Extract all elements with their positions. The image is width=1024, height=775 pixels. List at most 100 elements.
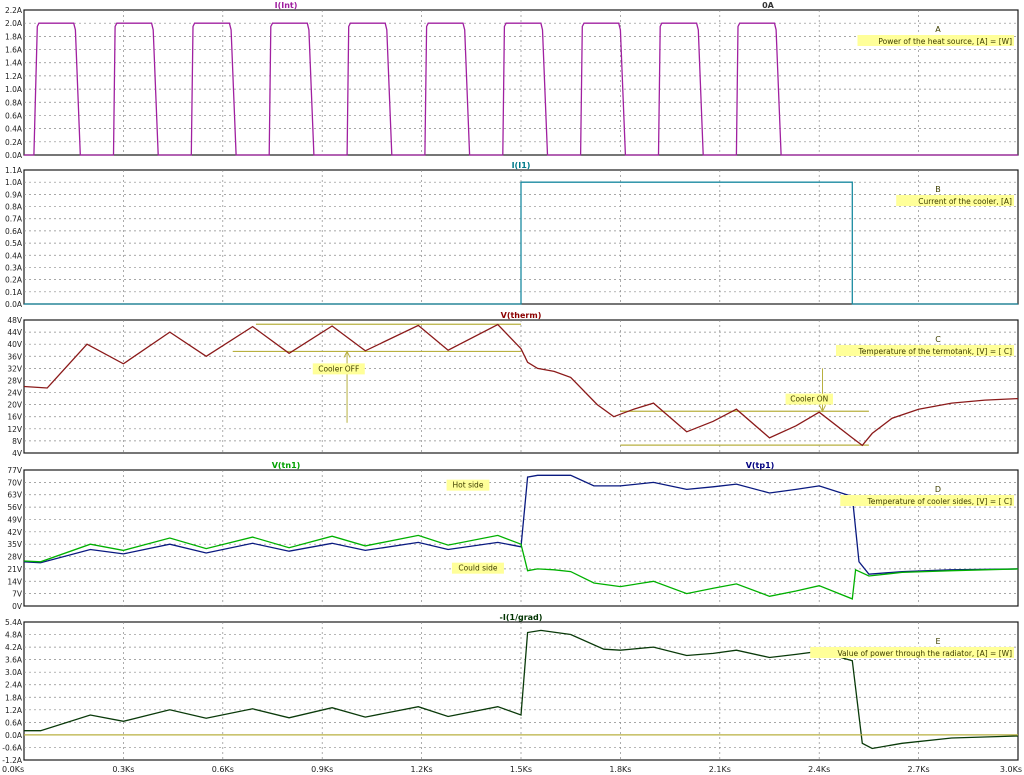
x-tick-label: 3.0Ks (1000, 765, 1022, 774)
y-tick-label: 5.4A (5, 618, 23, 627)
y-tick-label: 35V (7, 540, 23, 549)
y-tick-label: 0.8A (5, 203, 23, 212)
x-tick-label: 0.6Ks (212, 765, 234, 774)
y-tick-label: 28V (7, 376, 23, 385)
panel-e: -1.2A -0.6A 0.0A 0.6A 1.2A 1.8A 2.4A 3.0A 3.6A 4.… (2, 613, 1019, 765)
x-tick-label: 2.7Ks (908, 765, 930, 774)
series-line (24, 629, 1019, 750)
y-tick-label: 1.6A (5, 46, 23, 55)
y-tick-label: 0.4A (5, 125, 23, 134)
y-tick-label: 24V (7, 389, 23, 398)
y-tick-label: 3.6A (5, 656, 23, 665)
panel-letter: D (935, 485, 941, 494)
y-tick-label: 3.0A (5, 668, 23, 677)
y-tick-label: 0.6A (5, 227, 23, 236)
y-tick-label: 16V (7, 413, 23, 422)
annotation-bg (840, 495, 1014, 506)
panel-d: 0V 7V 14V 21V 28V 35V 42V 49V 56V 63V 70V 77V V(tn1)… (7, 461, 1019, 611)
y-tick-label: 1.8A (5, 32, 23, 41)
y-tick-label: 0.6A (5, 111, 23, 120)
y-tick-label: 42V (7, 528, 23, 537)
y-tick-label: 40V (7, 340, 23, 349)
y-tick-label: 32V (7, 364, 23, 373)
series-line (24, 181, 1018, 305)
y-tick-label: 0.2A (5, 276, 23, 285)
y-tick-label: 70V (7, 478, 23, 487)
x-tick-label: 2.4Ks (808, 765, 830, 774)
trace-title: 0A (762, 1, 775, 10)
trace-title: -I(1/grad) (500, 613, 543, 622)
panel-letter: A (935, 25, 941, 34)
x-tick-label: 1.8Ks (609, 765, 631, 774)
y-tick-label: 1.4A (5, 59, 23, 68)
y-tick-label: 63V (7, 491, 23, 500)
y-tick-label: 20V (7, 401, 23, 410)
y-tick-label: 28V (7, 553, 23, 562)
y-tick-label: 1.0A (5, 85, 23, 94)
y-tick-label: 8V (12, 437, 23, 446)
plot-annotation: Could side (458, 564, 498, 573)
y-tick-label: 1.0A (5, 178, 23, 187)
y-tick-label: -1.2A (2, 756, 23, 765)
y-tick-label: -0.6A (2, 743, 23, 752)
annotation-bg (451, 562, 504, 574)
plot-annotation: Cooler ON (790, 395, 828, 404)
y-tick-label: 0.7A (5, 215, 23, 224)
panel-letter: E (935, 637, 940, 646)
series-line (23, 323, 1019, 447)
y-tick-label: 0.5A (5, 239, 23, 248)
trace-title: V(therm) (501, 311, 542, 320)
y-tick-label: 1.2A (5, 706, 23, 715)
y-tick-label: 0.0A (5, 300, 23, 309)
y-tick-label: 0V (12, 602, 23, 611)
y-tick-label: 1.8A (5, 693, 23, 702)
plot-annotation: Cooler OFF (318, 364, 359, 373)
trace-title: I(Int) (275, 1, 298, 10)
y-tick-label: 49V (7, 515, 23, 524)
y-tick-label: 48V (7, 316, 23, 325)
panel-b: 0.0A 0.1A 0.2A 0.3A 0.4A 0.5A 0.6A 0.7A 0.8A 0.9A… (5, 161, 1019, 309)
annotation-bg (312, 363, 365, 375)
panel-annotation: Value of power through the radiator, [A]… (837, 649, 1012, 658)
y-tick-label: 4V (12, 449, 23, 458)
x-tick-label: 0.0Ks (2, 765, 24, 774)
panel-c: 4V 8V 12V 16V 20V 24V 28V 32V 36V 40V 44V 48V V(ther… (7, 311, 1019, 458)
y-tick-label: 4.2A (5, 643, 23, 652)
y-tick-label: 1.1A (5, 166, 23, 175)
y-tick-label: 2.0A (5, 19, 23, 28)
trace-title: V(tp1) (746, 461, 775, 470)
y-tick-label: 56V (7, 503, 23, 512)
y-tick-label: 44V (7, 328, 23, 337)
y-tick-label: 0.1A (5, 288, 23, 297)
panel-annotation: Power of the heat source, [A] = [W] (878, 37, 1012, 46)
y-tick-label: 12V (7, 425, 23, 434)
y-tick-label: 0.9A (5, 190, 23, 199)
y-tick-label: 2.2A (5, 6, 23, 15)
series-line (23, 534, 1019, 600)
panel-annotation: Current of the cooler, [A] (918, 197, 1012, 206)
y-tick-label: 14V (7, 577, 23, 586)
panel-letter: C (935, 335, 941, 344)
x-tick-label: 1.5Ks (510, 765, 532, 774)
panel-annotation: Temperature of cooler sides, [V] = [ C] (866, 497, 1012, 506)
plot-annotation: Hot side (453, 481, 484, 490)
series-line (23, 474, 1019, 575)
y-tick-label: 0.6A (5, 718, 23, 727)
y-tick-label: 7V (12, 590, 23, 599)
trace-title: V(tn1) (272, 461, 301, 470)
annotation-bg (446, 479, 490, 491)
y-tick-label: 0.4A (5, 251, 23, 260)
y-tick-label: 0.8A (5, 98, 23, 107)
y-tick-label: 0.0A (5, 151, 23, 160)
annotation-bg (785, 393, 833, 405)
y-tick-label: 0.3A (5, 263, 23, 272)
x-tick-label: 0.3Ks (112, 765, 134, 774)
y-tick-label: 77V (7, 466, 23, 475)
annotation-bg (857, 35, 1014, 46)
y-tick-label: 36V (7, 352, 23, 361)
y-tick-label: 4.8A (5, 631, 23, 640)
panel-a: 0.0A 0.2A 0.4A 0.6A 0.8A 1.0A 1.2A 1.4A 1.6A 1.8A… (5, 1, 1019, 160)
arrow-head (343, 350, 351, 358)
panel-frame (23, 469, 1019, 607)
